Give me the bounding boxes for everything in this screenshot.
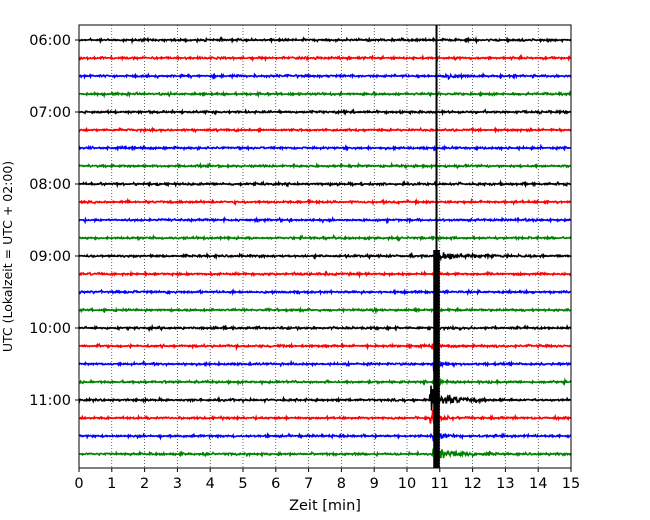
x-tick-label: 4 [206, 476, 215, 492]
x-tick-label: 12 [463, 476, 481, 492]
y-tick-label: 08:00 [29, 177, 71, 193]
x-tick-label: 9 [370, 476, 379, 492]
x-tick-label: 5 [238, 476, 247, 492]
trace-line [78, 53, 572, 63]
x-axis-label: Zeit [min] [289, 498, 361, 514]
y-tick-label: 10:00 [29, 321, 71, 337]
x-tick-label: 6 [271, 476, 280, 492]
trace-line [78, 233, 572, 242]
trace-line [78, 197, 572, 207]
trace-line [78, 376, 572, 387]
grid-lines [78, 25, 572, 468]
trace-line [78, 385, 572, 411]
trace-line [78, 448, 572, 460]
x-tick-label: 14 [529, 476, 547, 492]
trace-line [78, 323, 572, 333]
y-tick-label: 09:00 [29, 249, 71, 265]
y-axis: 06:00 07:00 08:00 09:00 10:00 11:00 [29, 33, 79, 409]
trace-line [78, 409, 572, 427]
trace-line [78, 306, 572, 315]
y-tick-label: 07:00 [29, 105, 71, 121]
x-tick-label: 0 [74, 476, 83, 492]
event-marks [433, 25, 440, 468]
y-tick-label: 11:00 [29, 393, 71, 409]
x-tick-label: 15 [562, 476, 580, 492]
x-tick-label: 11 [431, 476, 449, 492]
trace-line [78, 215, 572, 225]
x-tick-label: 3 [173, 476, 182, 492]
x-tick-label: 8 [337, 476, 346, 492]
trace-line [78, 126, 572, 134]
plot-frame [78, 24, 572, 469]
trace-line [78, 341, 572, 352]
trace-line [78, 89, 572, 99]
x-tick-label: 10 [398, 476, 416, 492]
trace-line [78, 71, 572, 81]
trace-line [78, 287, 572, 297]
x-tick-label: 7 [304, 476, 313, 492]
trace-line [78, 161, 572, 170]
trace-line [78, 358, 572, 372]
x-tick-label: 13 [496, 476, 514, 492]
y-axis-label: UTC (Lokalzeit = UTC + 02:00) [0, 161, 15, 352]
x-tick-label: 1 [107, 476, 116, 492]
traces [78, 36, 572, 460]
x-axis: 0 1 2 3 4 5 6 7 8 9 10 11 12 13 14 15 [74, 468, 580, 492]
trace-line [78, 270, 572, 279]
trace-line [78, 36, 572, 45]
x-tick-label: 2 [140, 476, 149, 492]
y-tick-label: 06:00 [29, 33, 71, 49]
event-saturation-band [433, 250, 440, 468]
trace-line [78, 251, 572, 262]
trace-line [78, 179, 572, 189]
trace-line [78, 143, 572, 152]
trace-line [78, 108, 572, 117]
trace-line [78, 429, 572, 442]
